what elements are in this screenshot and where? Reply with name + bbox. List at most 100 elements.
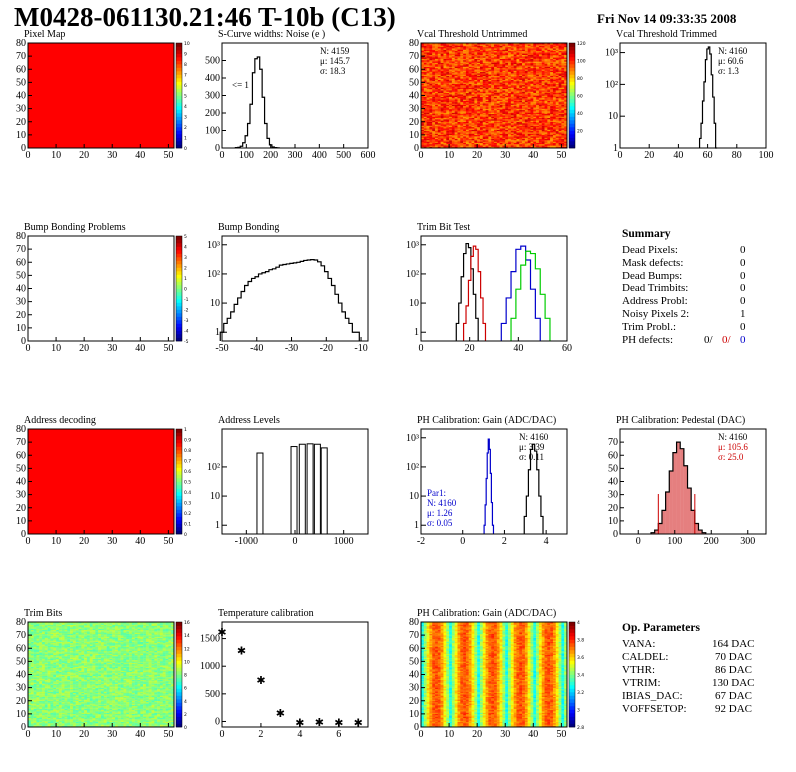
heatmap-cell — [468, 65, 472, 67]
heatmap-cell — [446, 69, 450, 71]
heatmap-cell — [28, 653, 32, 656]
heatmap-cell — [519, 86, 523, 88]
heatmap-cell — [527, 81, 531, 83]
heatmap-cell — [558, 82, 562, 84]
heatmap-cell — [446, 92, 450, 95]
heatmap-cell — [547, 140, 551, 142]
heatmap-cell — [552, 74, 556, 77]
heatmap-cell — [443, 54, 447, 57]
heatmap-cell — [449, 144, 453, 146]
heatmap-cell — [440, 134, 444, 137]
heatmap-cell — [530, 82, 534, 84]
heatmap-cell — [36, 711, 40, 713]
heatmap-cell — [530, 132, 534, 134]
heatmap-cell — [527, 128, 531, 130]
palette-cell — [176, 257, 182, 261]
heatmap-cell — [494, 88, 498, 91]
heatmap-cell — [457, 119, 461, 121]
heatmap-cell — [536, 70, 540, 73]
heatmap-cell — [499, 129, 503, 132]
heatmap-cell — [561, 70, 565, 73]
heatmap-cell — [446, 44, 450, 46]
heatmap-cell — [451, 115, 455, 117]
heatmap-cell — [477, 77, 481, 79]
heatmap-cell — [460, 96, 464, 99]
heatmap-cell — [536, 65, 540, 67]
heatmap-cell — [564, 48, 568, 50]
heatmap-cell — [36, 670, 40, 673]
heatmap-cell — [541, 88, 545, 91]
heatmap-cell — [443, 138, 447, 141]
heatmap-cell — [474, 109, 478, 112]
heatmap-cell — [536, 79, 540, 82]
heatmap-cell — [463, 96, 467, 99]
heatmap-cell — [499, 54, 503, 57]
heatmap-cell — [541, 67, 545, 70]
heatmap-cell — [460, 107, 464, 109]
heatmap-cell — [474, 91, 478, 94]
palette-cell — [569, 46, 575, 51]
heatmap-cell — [488, 83, 492, 86]
heatmap-cell — [561, 94, 565, 96]
palette-cell — [569, 50, 575, 54]
heatmap-cell — [510, 124, 514, 126]
heatmap-cell — [451, 134, 455, 137]
heatmap-cell — [423, 132, 427, 134]
heatmap-cell — [513, 113, 517, 116]
heatmap-cell — [491, 82, 495, 84]
heatmap-cell — [488, 142, 492, 145]
palette-cell — [176, 460, 182, 465]
heatmap-cell — [454, 123, 458, 125]
heatmap-cell — [519, 133, 523, 136]
heatmap-cell — [538, 78, 542, 80]
heatmap-cell — [449, 132, 453, 134]
heatmap-cell — [502, 46, 506, 49]
heatmap-cell — [429, 88, 433, 91]
heatmap-cell — [538, 52, 542, 54]
heatmap-cell — [468, 116, 472, 119]
heatmap-cell — [460, 142, 464, 145]
heatmap-cell — [28, 696, 32, 699]
heatmap-cell — [491, 60, 495, 62]
heatmap-cell — [508, 58, 512, 61]
heatmap-cell — [477, 94, 481, 96]
heatmap-cell — [440, 46, 444, 49]
heatmap-cell — [530, 111, 534, 113]
heatmap-cell — [477, 52, 481, 54]
heatmap-cell — [527, 85, 531, 87]
heatmap-cell — [505, 48, 509, 50]
heatmap-cell — [552, 46, 556, 49]
heatmap-cell — [449, 96, 453, 99]
x-tick-label: 20 — [465, 343, 475, 354]
heatmap-cell — [538, 82, 542, 84]
heatmap-cell — [463, 49, 467, 52]
heatmap-cell — [443, 85, 447, 87]
heatmap-cell — [33, 690, 37, 692]
heatmap-cell — [519, 127, 523, 129]
heatmap-cell — [513, 100, 517, 103]
heatmap-cell — [513, 82, 517, 84]
heatmap-cell — [28, 666, 32, 669]
heatmap-cell — [502, 130, 506, 133]
heatmap-cell — [36, 725, 40, 728]
heatmap-cell — [479, 106, 483, 108]
heatmap-cell — [36, 650, 40, 653]
heatmap-cell — [28, 683, 32, 686]
heatmap-cell — [465, 140, 469, 142]
heatmap-cell — [550, 96, 554, 99]
heatmap-cell — [530, 85, 534, 87]
heatmap-cell — [491, 88, 495, 91]
heatmap-cell — [502, 102, 506, 104]
heatmap-cell — [468, 106, 472, 108]
heatmap-cell — [552, 117, 556, 120]
heatmap-cell — [443, 133, 447, 136]
heatmap-cell — [429, 145, 433, 147]
heatmap-cell — [522, 77, 526, 79]
heatmap-cell — [561, 145, 565, 147]
heatmap-cell — [468, 60, 472, 62]
heatmap-cell — [561, 81, 565, 83]
heatmap-cell — [530, 128, 534, 130]
heatmap-cell — [519, 48, 523, 50]
